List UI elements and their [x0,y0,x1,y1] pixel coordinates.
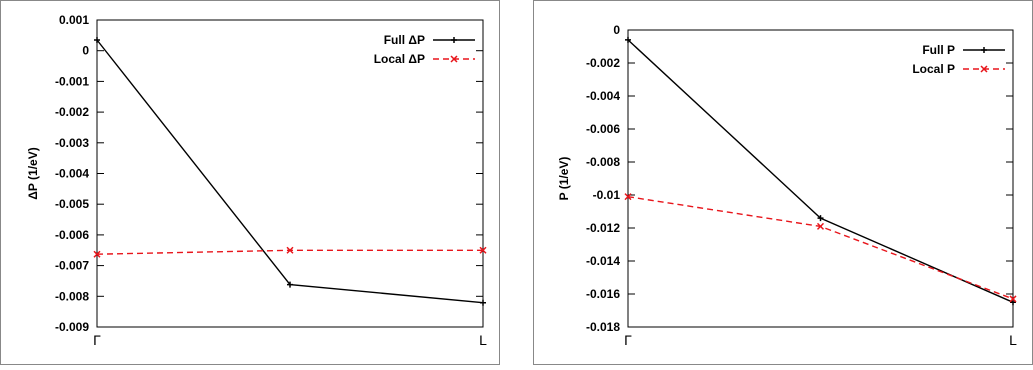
data-point [479,246,487,254]
y-tick-label: -0.007 [55,259,89,273]
point-marker [480,299,486,306]
y-tick-label: 0.001 [59,13,89,27]
data-point [94,36,100,43]
data-point [93,250,101,258]
y-tick-label: -0.006 [55,228,89,242]
point-marker [624,193,632,201]
data-point [624,193,632,201]
legend-label: Full P [922,43,955,57]
y-tick-label: -0.001 [55,74,89,88]
data-point [625,36,631,43]
legend-label: Local P [912,62,955,76]
legend-label: Local ΔP [374,52,425,66]
plot-frame [96,19,484,328]
y-tick-label: 0 [613,23,620,37]
chart-panel-p: 0 -0.002 -0.004 -0.006 -0.008 -0.01 -0.012 -0.0… [533,0,1033,365]
point-marker [817,215,824,222]
series-line-0 [627,39,1014,303]
data-point [286,246,294,254]
point-marker [287,281,293,288]
y-tick-label: -0.008 [55,289,89,303]
point-marker [93,250,101,258]
y-tick-label: -0.004 [586,89,620,103]
legend-label: Full ΔP [384,33,425,47]
y-axis-label: P (1/eV) [557,157,571,201]
y-tick-label: -0.004 [55,167,89,181]
point-marker [286,246,294,254]
y-tick-label: -0.005 [55,197,89,211]
x-tick-label: L [1009,332,1017,348]
y-tick-label: -0.009 [55,320,89,334]
y-tick-label: -0.012 [586,221,620,235]
y-tick-label: -0.01 [593,188,621,202]
point-marker [1009,295,1017,303]
point-marker [816,222,825,230]
y-tick-label: -0.006 [586,122,620,136]
y-tick-label: -0.002 [586,56,620,70]
x-tick-label: Γ [93,332,101,348]
y-tick-label: 0 [82,44,89,58]
y-tick-label: -0.008 [586,155,620,169]
data-point [817,215,824,222]
data-point [1009,295,1017,303]
point-marker [479,246,487,254]
data-point [1010,299,1016,306]
y-tick-label: -0.014 [586,254,620,268]
x-tick-label: Γ [624,332,632,348]
p-chart: 0 -0.002 -0.004 -0.006 -0.008 -0.01 -0.012 -0.0… [533,0,1033,365]
point-marker [625,36,631,43]
y-tick-label: -0.016 [586,287,620,301]
y-tick-label: -0.002 [55,105,89,119]
point-marker [94,36,100,43]
delta-p-chart: 0.001 0 -0.001 -0.002 -0.003 -0.004 -0.005 -0.0… [0,0,500,365]
series-line-0 [96,39,484,304]
legend-marker [451,37,457,43]
chart-panel-delta-p: 0.001 0 -0.001 -0.002 -0.003 -0.004 -0.005 -0.0… [0,0,500,365]
legend-marker [450,55,458,63]
series-line-1 [627,196,1014,300]
y-tick-label: -0.018 [586,320,620,334]
legend-marker [981,47,987,53]
y-tick-label: -0.003 [55,136,89,150]
legend-marker [980,65,988,73]
x-tick-label: L [479,332,487,348]
data-point [480,299,486,306]
point-marker [1010,299,1016,306]
plot-frame [627,29,1014,328]
y-axis-label: ΔP (1/eV) [26,147,40,199]
data-point [287,281,293,288]
data-point [816,222,825,230]
